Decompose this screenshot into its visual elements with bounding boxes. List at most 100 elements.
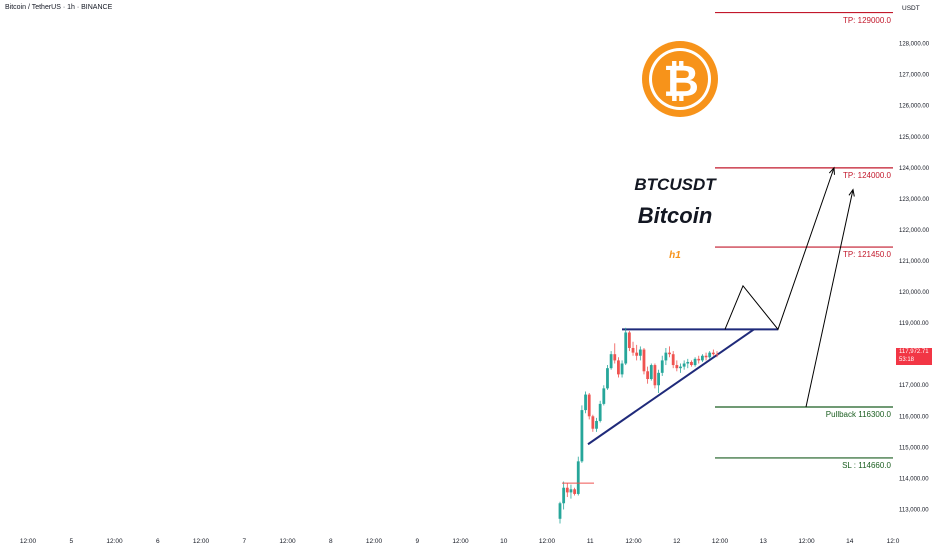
y-tick-label: 123,000.00 [899, 197, 930, 203]
candle-body [587, 394, 591, 417]
candle-body [573, 489, 577, 494]
price-axis: 113,000.00 114,000.00 115,000.00 116,000.00… [899, 42, 930, 514]
candle-body [624, 332, 628, 364]
y-tick-label: 121,000.00 [899, 259, 930, 265]
asset-name-annotation: Bitcoin [637, 203, 713, 228]
x-tick-label: 13 [760, 538, 768, 545]
y-tick-label: 117,000.00 [899, 383, 929, 389]
candle-body [660, 360, 664, 373]
candle-body [565, 487, 569, 493]
y-tick-label: 119,000.00 [899, 321, 929, 327]
x-tick-label: 8 [329, 538, 333, 545]
level-label-sl: SL : 114660.0 [842, 460, 891, 470]
level-label-tp1: TP: 121450.0 [842, 250, 891, 260]
pullback-projection-line [805, 189, 854, 408]
x-tick-label: 12:00 [798, 538, 815, 545]
x-tick-label: 12:00 [106, 538, 123, 545]
candle-body [576, 461, 580, 494]
y-tick-label: 113,000.00 [899, 507, 929, 513]
rising-support-line [587, 328, 755, 446]
trendlines [587, 166, 855, 446]
projection-arrowhead [828, 166, 835, 175]
candle-body [657, 372, 660, 386]
candle-body [609, 354, 613, 369]
candle-body [649, 365, 653, 380]
level-label-tp2: TP: 124000.0 [842, 170, 891, 180]
current-price-tag: 117,972.71 53:18 [896, 348, 932, 365]
current-price-value: 117,972.71 [899, 349, 929, 355]
candles [558, 327, 719, 524]
y-tick-label: 120,000.00 [899, 290, 930, 296]
x-tick-label: 12 [673, 538, 681, 545]
x-tick-label: 6 [156, 538, 160, 545]
x-tick-label: 12:00 [366, 538, 383, 545]
y-tick-label: 127,000.00 [899, 73, 930, 79]
candle-body [646, 371, 650, 380]
candle-body [631, 347, 635, 353]
candle-body [708, 352, 712, 358]
candle-body [664, 352, 668, 361]
candle-body [635, 352, 639, 356]
price-levels [715, 11, 893, 459]
pullback-projection-arrowhead [848, 188, 855, 197]
candle-body [679, 366, 682, 369]
chart-header-title: Bitcoin / TetherUS · 1h · BINANCE [5, 4, 113, 11]
x-tick-label: 12:00 [193, 538, 210, 545]
bitcoin-logo-icon: ₿ [641, 30, 719, 128]
y-tick-label: 114,000.00 [899, 476, 929, 482]
candle-body [668, 352, 671, 355]
x-tick-label: 11 [587, 538, 594, 545]
x-tick-label: 5 [69, 538, 73, 545]
x-tick-label: 12:0 [887, 538, 900, 545]
candle-body [562, 487, 566, 504]
candle-body [598, 403, 602, 421]
candle-body [690, 361, 693, 366]
svg-text:₿: ₿ [663, 57, 699, 106]
y-tick-label: 128,000.00 [899, 42, 930, 48]
x-tick-label: 9 [415, 538, 419, 545]
symbol-annotation: BTCUSDT [634, 175, 716, 194]
y-tick-label: 122,000.00 [899, 228, 930, 234]
candle-body [711, 352, 715, 355]
y-tick-label: 125,000.00 [899, 135, 930, 141]
candle-body [700, 355, 704, 361]
y-tick-label: 116,000.00 [899, 414, 929, 420]
price-currency-label: USDT [902, 5, 920, 12]
candle-countdown: 53:18 [899, 357, 915, 363]
candle-body [704, 355, 708, 358]
y-tick-label: 126,000.00 [899, 104, 930, 110]
x-tick-label: 12:00 [20, 538, 37, 545]
candle-body [638, 349, 642, 356]
candle-body [584, 394, 587, 411]
x-tick-label: 12:00 [712, 538, 729, 545]
candle-body [591, 416, 595, 429]
candle-body [558, 503, 562, 519]
level-label-pullback: Pullback 116300.0 [825, 409, 891, 419]
y-tick-label: 115,000.00 [899, 445, 929, 451]
candle-body [569, 489, 573, 493]
y-tick-label: 124,000.00 [899, 166, 930, 172]
candle-body [693, 358, 697, 366]
candle-body [675, 365, 679, 369]
candle-body [595, 420, 598, 429]
candle-body [697, 358, 701, 361]
x-tick-label: 7 [242, 538, 246, 545]
candle-body [620, 363, 624, 375]
candle-body [682, 363, 686, 367]
x-tick-label: 12:00 [279, 538, 296, 545]
x-tick-label: 10 [500, 538, 508, 545]
candle-body [627, 332, 631, 348]
level-label-tp3: TP: 129000.0 [842, 15, 891, 25]
candle-body [617, 360, 620, 375]
candle-body [686, 361, 690, 364]
candle-body [653, 365, 657, 386]
candle-body [642, 349, 646, 372]
candle-body [613, 354, 617, 361]
x-tick-label: 12:00 [452, 538, 469, 545]
candle-body [606, 368, 609, 389]
candle-body [671, 354, 675, 366]
projection-path [724, 167, 835, 331]
x-tick-label: 12:00 [625, 538, 642, 545]
x-tick-label: 14 [846, 538, 854, 545]
